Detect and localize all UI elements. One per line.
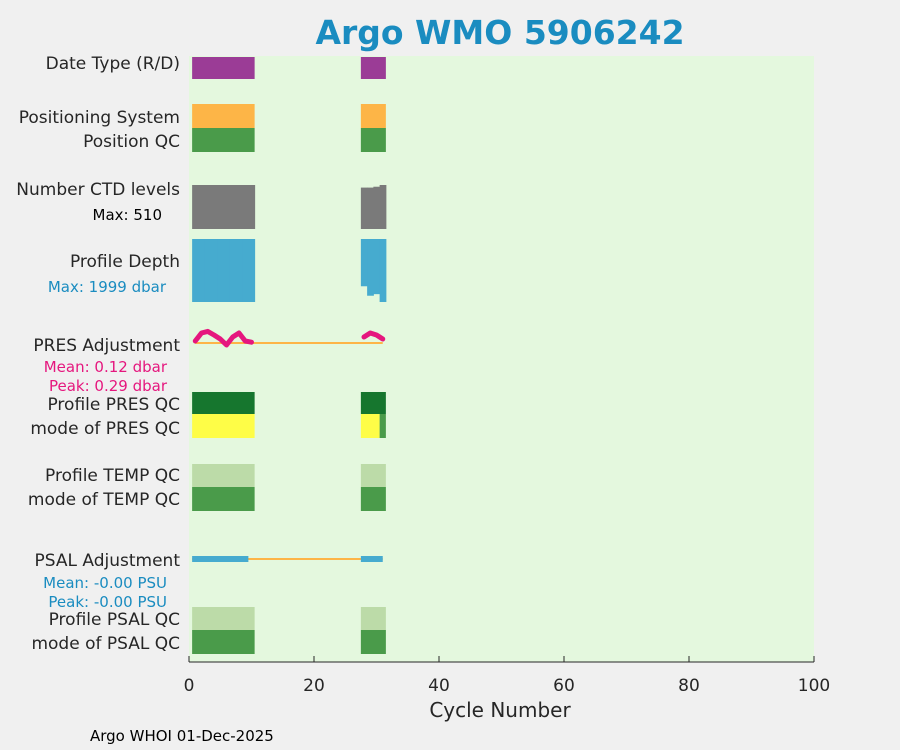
- number-ctd-levels-bar-2: [204, 185, 212, 229]
- number-ctd-levels-bar-10: [360, 187, 368, 229]
- x-axis-label: Cycle Number: [429, 698, 571, 722]
- position-qc-bar-0: [192, 128, 255, 152]
- row-label-profile-temp-qc: Profile TEMP QC: [45, 466, 180, 486]
- number-ctd-levels-bar-8: [242, 185, 249, 229]
- positioning-system-bar-1: [360, 104, 386, 128]
- x-tick-label-20: 20: [303, 676, 325, 696]
- ctd-max-label: Max: 510: [93, 206, 162, 224]
- row-label-profile-depth: Profile Depth: [70, 252, 180, 272]
- number-ctd-levels-bar-4: [217, 185, 224, 229]
- profile-psal-qc-bar-0: [192, 607, 255, 630]
- number-ctd-levels-bar-7: [235, 185, 243, 229]
- date-type-bar-1: [360, 57, 386, 79]
- profile-depth-bar-8: [242, 239, 249, 302]
- profile-pres-qc-bar-0: [192, 392, 255, 414]
- number-ctd-levels-bar-1: [198, 185, 206, 229]
- profile-depth-bar-12: [373, 239, 381, 295]
- row-label-positioning-system: Positioning System: [19, 108, 180, 128]
- mode-pres-qc-alt-bar: [379, 414, 386, 438]
- number-ctd-levels-bar-0: [192, 185, 199, 229]
- row-label-number-ctd-levels: Number CTD levels: [16, 180, 180, 200]
- profile-depth-bar-9: [248, 239, 256, 302]
- row-label-mode-pres-qc: mode of PRES QC: [30, 419, 180, 439]
- depth-max-label: Max: 1999 dbar: [48, 278, 167, 296]
- psal-mean-label: Mean: -0.00 PSU: [43, 574, 167, 592]
- row-label-date-type: Date Type (R/D): [46, 54, 180, 74]
- profile-psal-qc-bar-1: [360, 607, 386, 630]
- psal-peak-label: Peak: -0.00 PSU: [48, 593, 167, 611]
- x-tick-label-0: 0: [184, 676, 195, 696]
- profile-depth-bar-10: [360, 239, 368, 287]
- x-axis-ticks: 0 20 40 60 80 100: [184, 656, 830, 696]
- profile-temp-qc-bar-1: [360, 464, 386, 487]
- pres-peak-label: Peak: 0.29 dbar: [49, 377, 168, 395]
- row-label-mode-temp-qc: mode of TEMP QC: [28, 490, 180, 510]
- number-ctd-levels-bar-9: [248, 185, 256, 229]
- profile-depth-bar-6: [229, 239, 237, 302]
- number-ctd-levels-bar-11: [367, 187, 374, 229]
- mode-pres-qc-bar-0: [192, 414, 255, 438]
- number-ctd-levels-bar-6: [229, 185, 237, 229]
- profile-depth-bar-1: [198, 239, 206, 302]
- row-label-psal-adjustment: PSAL Adjustment: [35, 551, 181, 571]
- positioning-system-bar-0: [192, 104, 255, 128]
- number-ctd-levels-bar-13: [379, 185, 387, 229]
- chart-marks: [192, 57, 387, 654]
- mode-pres-qc-bar-1: [360, 414, 380, 438]
- row-label-mode-psal-qc: mode of PSAL QC: [31, 634, 180, 654]
- profile-depth-bar-3: [210, 239, 218, 302]
- number-ctd-levels-bar-5: [223, 185, 231, 229]
- profile-depth-bar-0: [192, 239, 199, 302]
- mode-temp-qc-bar-1: [360, 487, 386, 511]
- date-type-bar-0: [192, 57, 255, 79]
- profile-depth-bar-2: [204, 239, 212, 302]
- footer-text: Argo WHOI 01-Dec-2025: [90, 727, 274, 745]
- chart-title: Argo WMO 5906242: [315, 13, 684, 52]
- row-label-profile-pres-qc: Profile PRES QC: [47, 395, 180, 415]
- pres-mean-label: Mean: 0.12 dbar: [44, 358, 168, 376]
- plot-area: [189, 56, 814, 662]
- profile-depth-bar-11: [367, 239, 374, 296]
- number-ctd-levels-bar-3: [210, 185, 218, 229]
- mode-temp-qc-bar-0: [192, 487, 255, 511]
- profile-depth-bar-5: [223, 239, 231, 302]
- row-label-profile-psal-qc: Profile PSAL QC: [49, 610, 180, 630]
- x-tick-label-100: 100: [798, 676, 830, 696]
- profile-depth-bar-4: [217, 239, 224, 302]
- pres-adjustment-series-0: [192, 328, 254, 348]
- profile-depth-bar-13: [379, 239, 387, 302]
- profile-depth-bar-7: [235, 239, 243, 302]
- x-tick-label-40: 40: [428, 676, 450, 696]
- mode-psal-qc-bar-1: [360, 630, 386, 654]
- x-tick-label-60: 60: [553, 676, 575, 696]
- position-qc-bar-1: [360, 128, 386, 152]
- profile-temp-qc-bar-0: [192, 464, 255, 487]
- row-label-pres-adjustment: PRES Adjustment: [33, 336, 180, 356]
- pres-adjustment-series-1: [361, 330, 386, 342]
- number-ctd-levels-bar-12: [373, 186, 381, 229]
- x-tick-label-80: 80: [678, 676, 700, 696]
- mode-psal-qc-bar-0: [192, 630, 255, 654]
- row-label-position-qc: Position QC: [83, 132, 180, 152]
- profile-pres-qc-bar-1: [360, 392, 386, 414]
